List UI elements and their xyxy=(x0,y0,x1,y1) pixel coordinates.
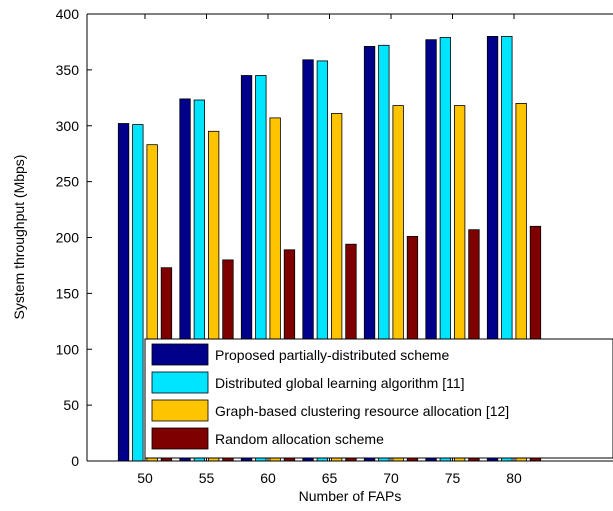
y-tick-label: 200 xyxy=(56,230,80,246)
legend-box xyxy=(144,338,613,459)
x-tick-label: 75 xyxy=(445,470,461,486)
legend-swatch-4 xyxy=(151,427,209,450)
x-tick-label: 55 xyxy=(199,470,215,486)
y-tick-label: 300 xyxy=(56,118,80,134)
legend-swatch-2 xyxy=(151,371,209,394)
y-tick-label: 250 xyxy=(56,174,80,190)
bar-50-series-2 xyxy=(132,124,144,462)
x-tick-label: 65 xyxy=(322,470,338,486)
x-tick-label: 60 xyxy=(260,470,276,486)
legend-swatch-1 xyxy=(151,343,209,366)
x-tick-label: 50 xyxy=(137,470,153,486)
x-tick-label: 80 xyxy=(506,470,522,486)
legend-label-3: Graph-based clustering resource allocati… xyxy=(215,403,509,419)
x-tick-label: 70 xyxy=(383,470,399,486)
bar-50-series-1 xyxy=(117,123,130,462)
y-axis-label: System throughput (Mbps) xyxy=(11,155,27,320)
x-axis-label: Number of FAPs xyxy=(299,488,402,504)
y-tick-label: 150 xyxy=(56,285,80,301)
y-tick-label: 400 xyxy=(56,6,80,22)
y-axis-ticks: 0 50 100 150 200 250 300 350 400 xyxy=(56,6,92,469)
y-tick-label: 0 xyxy=(71,453,79,469)
y-tick-label: 350 xyxy=(56,62,80,78)
legend-label-4: Random allocation scheme xyxy=(215,431,384,447)
legend: Proposed partially-distributed scheme Dis… xyxy=(144,338,613,459)
y-tick-label: 50 xyxy=(63,397,79,413)
legend-label-1: Proposed partially-distributed scheme xyxy=(215,347,449,363)
legend-label-2: Distributed global learning algorithm [1… xyxy=(215,375,465,391)
x-axis-ticks: 50 55 60 65 70 75 80 xyxy=(137,14,522,486)
legend-swatch-3 xyxy=(151,399,209,422)
y-tick-label: 100 xyxy=(56,341,80,357)
